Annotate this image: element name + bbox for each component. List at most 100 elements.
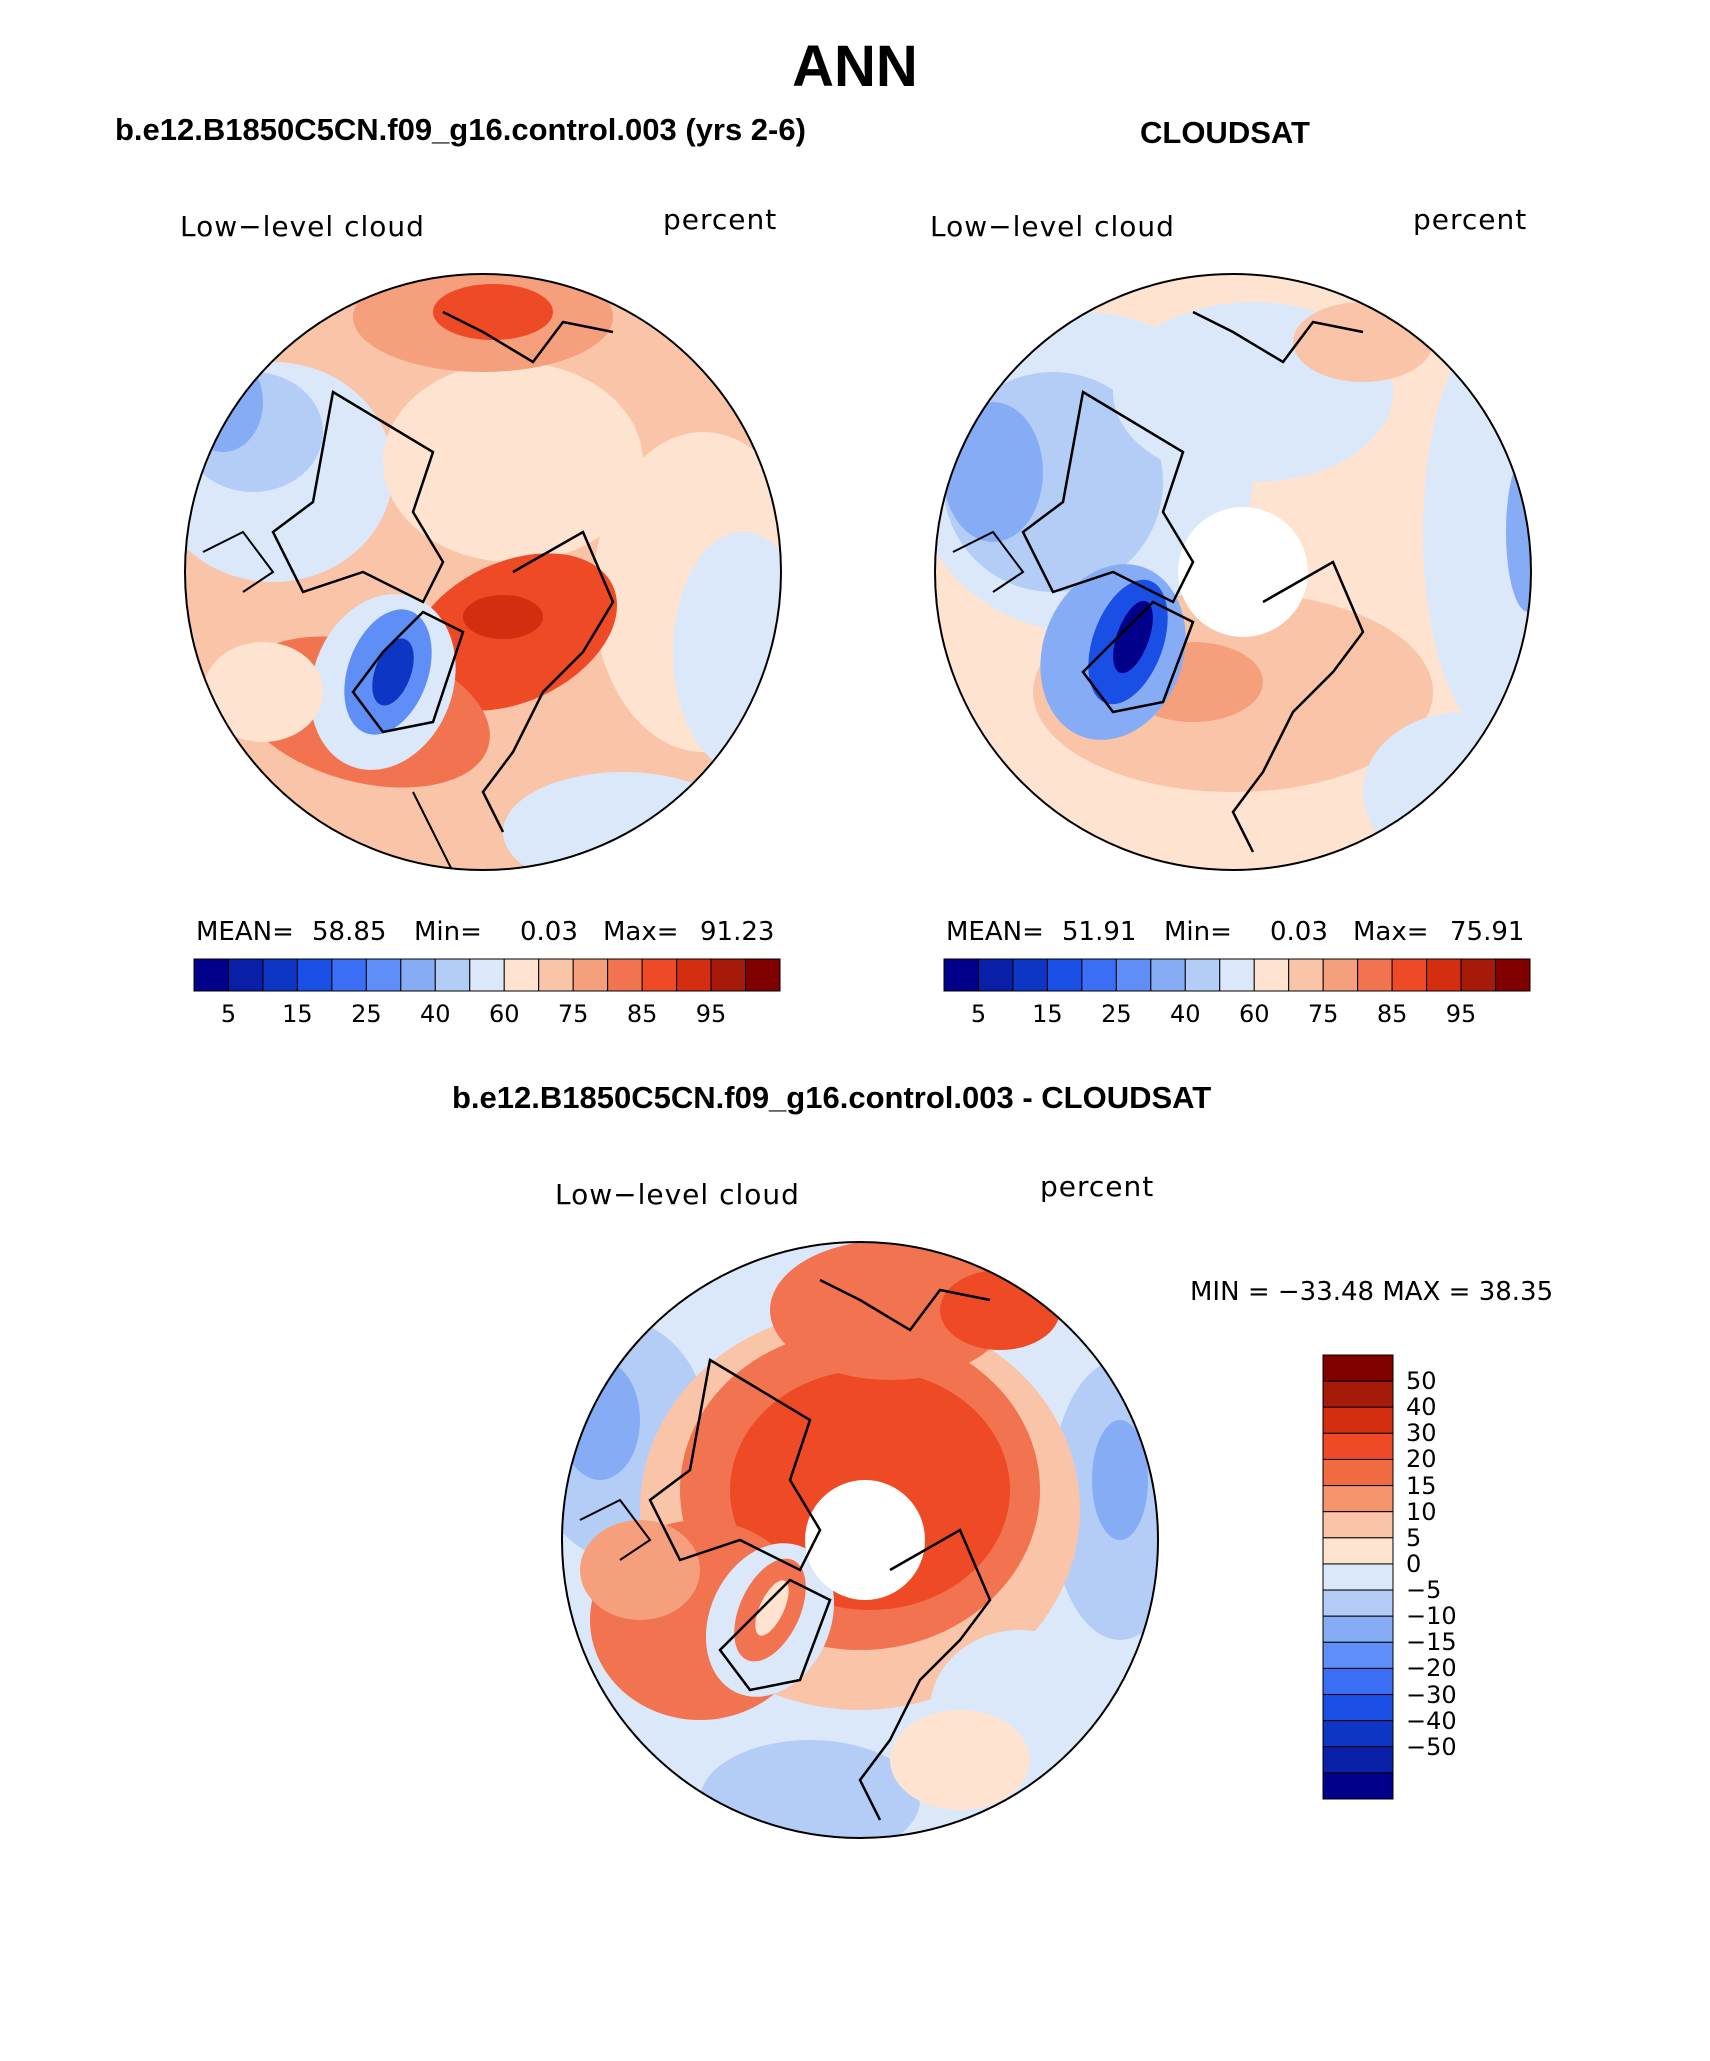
panel-model-colorbar-ticks: 5 15 25 40 60 75 85 95 [193,1000,781,1030]
panel-model-colorbar-box [469,958,505,992]
panel-obs-colorbar-box [1460,958,1497,992]
panel-model-mean-value: 58.85 [312,917,387,947]
panel-diff-colorbar-box [1322,1354,1394,1382]
panel-obs-colorbar-box [1391,958,1428,992]
panel-obs-colorbar-tick-label: 75 [1307,1000,1339,1028]
panel-diff-colorbar-tick-label: −30 [1406,1680,1457,1709]
panel-obs-colorbar-box [1046,958,1083,992]
panel-model-colorbar-box [607,958,643,992]
panel-model-colorbar-box [331,958,367,992]
panel-model-min-value: 0.03 [520,917,578,947]
panel-obs-colorbar-box [1115,958,1152,992]
panel-diff-colorbar-tick-label: −20 [1406,1654,1457,1683]
panel-diff-units-label: percent [1040,1170,1155,1203]
panel-obs-colorbar-box [1184,958,1221,992]
panel-model-colorbar-tick-label: 60 [488,1000,520,1028]
panel-diff-colorbar-tick-label: 50 [1406,1367,1437,1396]
panel-model-colorbar-box [676,958,712,992]
panel-obs-colorbar-box [1219,958,1255,992]
panel-diff-colorbar-box [1322,1432,1394,1460]
panel-model-colorbar-box [538,958,574,992]
panel-diff-colorbar-box [1322,1537,1394,1565]
panel-obs-colorbar-tick-label: 5 [970,1000,987,1028]
panel-obs-mean-label: MEAN= [946,917,1044,947]
panel-model-colorbar-tick-label: 15 [282,1000,313,1028]
panel-model-colorbar-box [641,958,678,992]
panel-obs-colorbar-box [977,958,1014,992]
panel-model-colorbar-tick-label: 75 [557,1000,589,1028]
panel-diff-colorbar-box [1322,1485,1394,1513]
panel-diff-colorbar-box [1322,1511,1394,1539]
panel-diff-title: b.e12.B1850C5CN.f09_g16.control.003 - CL… [452,1080,1212,1115]
panel-diff-colorbar-tick-label: −10 [1406,1602,1457,1631]
panel-obs-colorbar-box [1253,958,1290,992]
panel-diff-colorbar-box [1322,1380,1394,1408]
panel-diff-colorbar-box [1322,1458,1394,1487]
panel-model-colorbar-box [262,958,298,992]
panel-obs-colorbar-box [1322,958,1359,992]
panel-model-map [184,273,782,871]
panel-obs-colorbar-tick-label: 25 [1101,1000,1132,1028]
panel-diff-colorbar-tick-label: 10 [1406,1497,1437,1526]
panel-model-colorbar-box [503,958,540,992]
panel-model-colorbar-box [400,958,436,992]
panel-diff-colorbar-box [1322,1615,1394,1643]
panel-obs-max-label: Max= [1353,917,1429,947]
panel-obs-colorbar-tick-label: 85 [1376,1000,1408,1028]
panel-obs-colorbar-tick-label: 40 [1170,1000,1201,1028]
panel-obs-colorbar-tick-label: 95 [1445,1000,1477,1028]
panel-obs-colorbar-box [1357,958,1393,992]
panel-diff-colorbar [1322,1354,1394,1800]
panel-diff-colorbar-tick-label: 40 [1406,1393,1437,1422]
panel-diff-variable-label: Low−level cloud [555,1178,800,1211]
panel-model-title: b.e12.B1850C5CN.f09_g16.control.003 (yrs… [115,112,806,147]
panel-obs-colorbar-box [1081,958,1117,992]
panel-obs-title: CLOUDSAT [1140,115,1310,150]
panel-obs-colorbar-box [1012,958,1048,992]
panel-diff-colorbar-box [1322,1772,1394,1800]
panel-obs-colorbar [943,958,1531,992]
panel-model-colorbar-tick-label: 25 [351,1000,382,1028]
panel-diff-colorbar-box [1322,1563,1394,1591]
panel-model-colorbar-box [365,958,402,992]
panel-model-variable-label: Low−level cloud [180,210,425,243]
panel-model-max-label: Max= [603,917,679,947]
panel-model-colorbar-box [296,958,333,992]
panel-diff-colorbar-tick-label: 30 [1406,1419,1437,1448]
panel-obs-colorbar-box [943,958,979,992]
panel-obs-max-value: 75.91 [1450,917,1525,947]
panel-obs-units-label: percent [1413,203,1528,236]
panel-diff-colorbar-box [1322,1746,1394,1774]
panel-diff-map [561,1241,1159,1839]
panel-obs-variable-label: Low−level cloud [930,210,1175,243]
panel-obs-colorbar-box [1288,958,1324,992]
panel-obs-colorbar-box [1150,958,1186,992]
panel-model-colorbar [193,958,781,992]
panel-model-mean-label: MEAN= [196,917,294,947]
panel-obs-colorbar-box [1426,958,1462,992]
panel-diff-colorbar-box [1322,1720,1394,1748]
panel-model-colorbar-tick-label: 5 [220,1000,237,1028]
panel-obs-colorbar-tick-label: 60 [1238,1000,1270,1028]
panel-model-colorbar-box [227,958,264,992]
panel-obs-min-value: 0.03 [1270,917,1328,947]
panel-model-colorbar-box [572,958,609,992]
panel-diff-colorbar-tick-label: 20 [1406,1445,1437,1474]
panel-model-min-label: Min= [414,917,482,947]
panel-model-colorbar-box [193,958,229,992]
figure-title: ANN [792,34,918,99]
panel-model-colorbar-box [434,958,471,992]
panel-model-colorbar-tick-label: 95 [695,1000,727,1028]
panel-obs-min-label: Min= [1164,917,1232,947]
panel-obs-colorbar-ticks: 5 15 25 40 60 75 85 95 [943,1000,1531,1030]
panel-model-units-label: percent [663,203,778,236]
panel-model-colorbar-box [745,958,781,992]
panel-diff-colorbar-tick-label: 0 [1406,1549,1422,1578]
panel-diff-colorbar-tick-label: 15 [1406,1471,1437,1500]
panel-diff-colorbar-tick-label: −40 [1406,1706,1457,1735]
panel-diff-colorbar-tick-label: 5 [1406,1523,1422,1552]
panel-diff-colorbar-box [1322,1406,1394,1434]
panel-obs-colorbar-tick-label: 15 [1032,1000,1063,1028]
panel-diff-colorbar-box [1322,1641,1394,1669]
panel-diff-colorbar-tick-label: −50 [1406,1732,1457,1761]
